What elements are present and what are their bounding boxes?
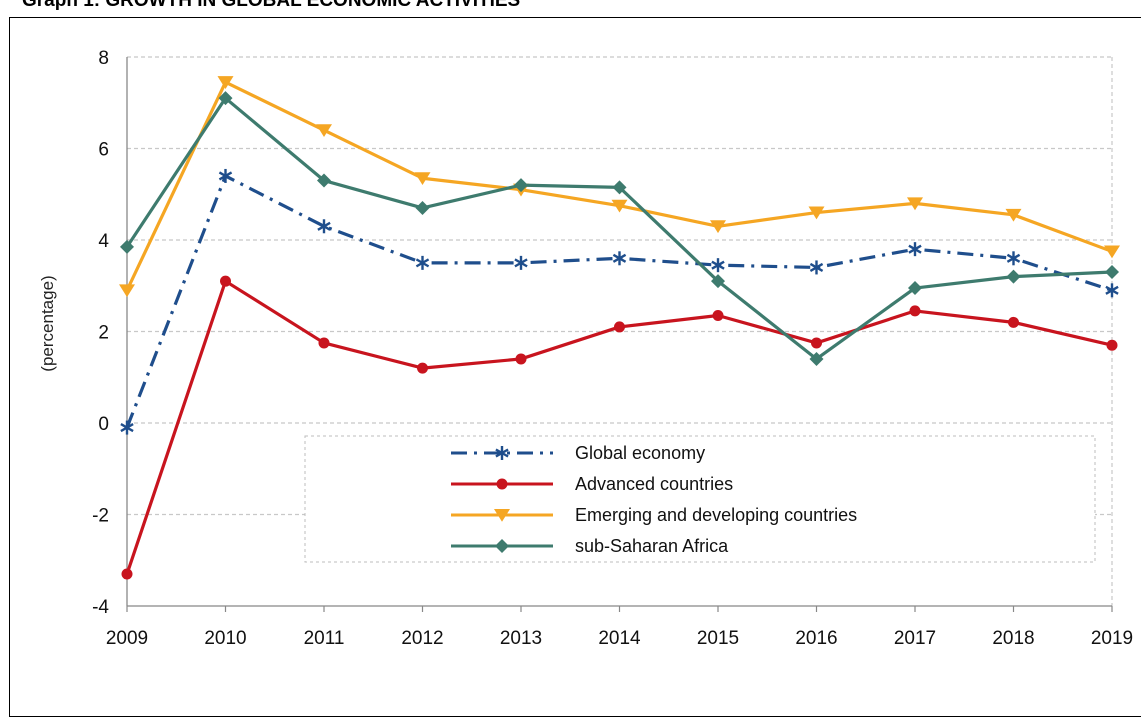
data-point xyxy=(907,197,923,211)
data-point xyxy=(1005,208,1022,222)
data-point xyxy=(614,321,625,333)
data-point xyxy=(1006,251,1021,266)
data-point xyxy=(811,337,822,349)
x-tick-label: 2012 xyxy=(401,628,443,649)
data-point xyxy=(909,305,921,317)
marker-stroke xyxy=(809,262,824,272)
data-point xyxy=(318,337,330,349)
y-tick-label: 6 xyxy=(98,140,109,161)
x-tick-label: 2011 xyxy=(304,628,345,649)
x-tick-label: 2009 xyxy=(106,628,148,649)
data-point xyxy=(612,180,627,195)
data-point xyxy=(417,362,428,374)
data-point xyxy=(514,178,528,193)
legend-label: Emerging and developing countries xyxy=(575,505,857,525)
legend-label: Advanced countries xyxy=(575,474,733,494)
data-point xyxy=(415,200,430,215)
marker-stroke xyxy=(120,423,134,433)
data-point xyxy=(908,242,922,257)
x-tick-label: 2018 xyxy=(992,628,1034,649)
axes: -4 -2 0 2 4 6 8 2009 2010 2011 2012 2013 2014 2015 201… xyxy=(92,48,1133,649)
y-tick-label: 4 xyxy=(98,231,109,252)
x-tick-label: 2010 xyxy=(204,628,246,649)
marker-stroke xyxy=(1105,285,1119,295)
data-point xyxy=(515,353,527,365)
data-point xyxy=(711,258,725,273)
legend-label: Global economy xyxy=(575,443,705,463)
data-point xyxy=(220,275,231,287)
data-point xyxy=(1006,269,1021,284)
y-tick-label: -2 xyxy=(92,506,109,527)
legend-marker xyxy=(494,509,510,522)
marker-stroke xyxy=(415,258,430,268)
data-point xyxy=(119,284,135,298)
marker-stroke xyxy=(317,221,331,231)
data-point xyxy=(120,239,134,254)
data-point xyxy=(809,351,824,366)
marker-stroke xyxy=(908,244,922,254)
legend-box xyxy=(304,435,1096,563)
data-point xyxy=(317,173,331,188)
data-point xyxy=(908,281,922,296)
data-point xyxy=(808,206,825,220)
y-tick-label: 2 xyxy=(98,323,109,344)
y-tick-label: -4 xyxy=(92,597,109,618)
x-tick-label: 2014 xyxy=(598,628,641,649)
data-point xyxy=(809,260,824,275)
marker-stroke xyxy=(514,258,528,268)
data-point xyxy=(316,124,332,137)
legend-label: sub-Saharan Africa xyxy=(575,536,729,556)
series-line xyxy=(125,96,1113,361)
marker-stroke xyxy=(612,253,627,263)
legend-entry: Advanced countries xyxy=(451,474,733,494)
y-tick-label: 0 xyxy=(98,414,109,435)
data-point xyxy=(712,309,724,321)
page-title: Graph 1: GROWTH IN GLOBAL ECONOMIC ACTIV… xyxy=(22,0,521,11)
x-tick-label: 2017 xyxy=(894,628,936,649)
series-1 xyxy=(121,275,1118,580)
series-line xyxy=(125,174,1113,429)
data-point xyxy=(414,172,431,186)
marker-stroke xyxy=(711,260,725,270)
legend-marker xyxy=(495,446,509,460)
legend-entry: Emerging and developing countries xyxy=(451,505,857,525)
data-point xyxy=(121,568,133,580)
series-3 xyxy=(120,91,1119,366)
data-point xyxy=(120,420,134,435)
legend-marker xyxy=(496,478,508,490)
legend-entry: Global economy xyxy=(451,443,705,463)
series-0 xyxy=(120,168,1119,435)
data-point xyxy=(711,274,725,289)
data-point xyxy=(611,199,628,213)
x-tick-label: 2013 xyxy=(500,628,542,649)
data-point xyxy=(1105,265,1119,280)
y-axis-label: (percentage) xyxy=(38,275,57,371)
data-point xyxy=(514,255,528,270)
data-point xyxy=(1008,316,1019,328)
data-point xyxy=(415,255,430,270)
x-tick-label: 2016 xyxy=(795,628,837,649)
data-point xyxy=(612,251,627,266)
x-tick-label: 2019 xyxy=(1091,628,1133,649)
legend: Global economy Advanced countries Emerging… xyxy=(304,435,1096,563)
y-tick-label: 8 xyxy=(98,48,109,69)
data-point xyxy=(1106,339,1118,351)
legend-entry: sub-Saharan Africa xyxy=(451,536,729,556)
marker-stroke xyxy=(495,448,509,458)
data-point xyxy=(1104,245,1120,259)
data-point xyxy=(217,76,234,89)
data-point xyxy=(710,220,726,234)
x-tick-label: 2015 xyxy=(697,628,739,649)
marker-stroke xyxy=(218,171,233,181)
data-point xyxy=(218,91,233,106)
data-point xyxy=(317,219,331,234)
legend-marker xyxy=(495,539,509,553)
marker-stroke xyxy=(1006,253,1021,263)
data-point xyxy=(218,168,233,183)
series-layer xyxy=(119,76,1120,580)
data-point xyxy=(1105,283,1119,298)
